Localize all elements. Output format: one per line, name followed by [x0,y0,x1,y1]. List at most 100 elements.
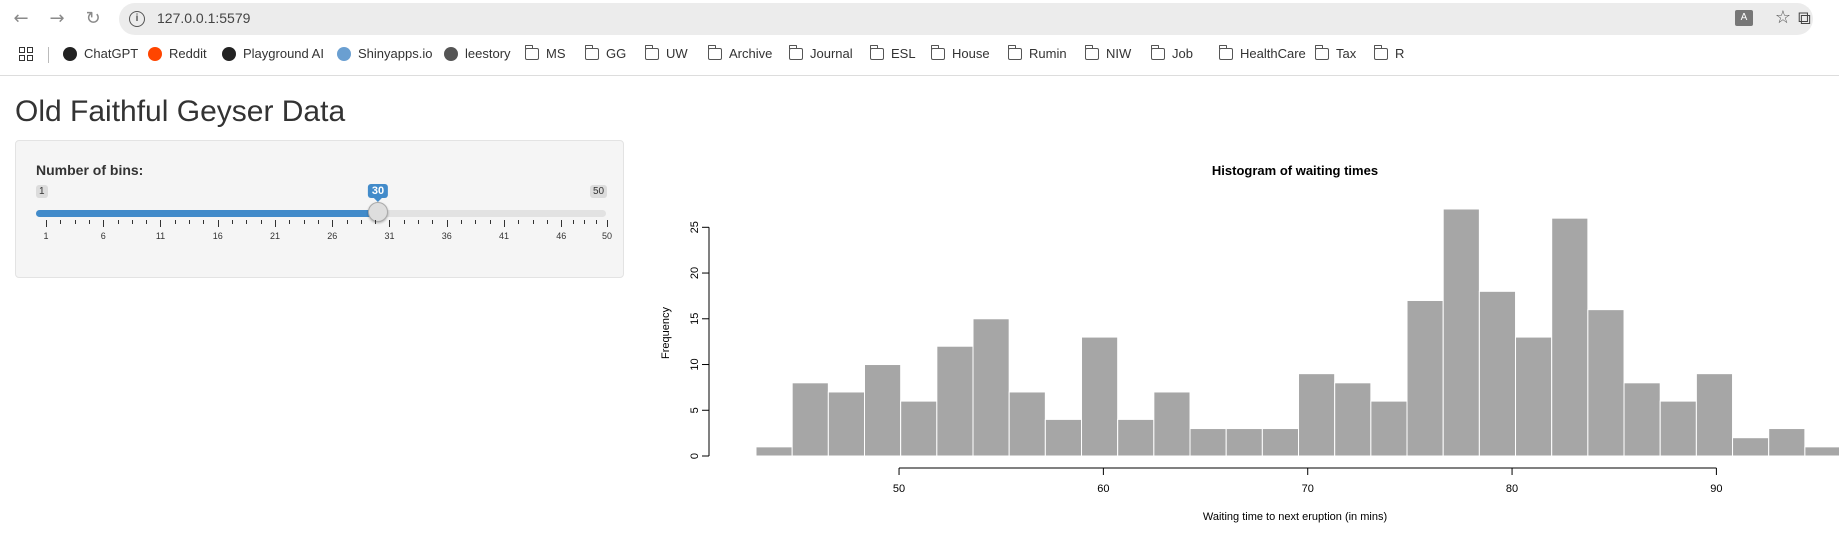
slider-tick-label: 50 [601,231,613,241]
bookmark-job[interactable]: Job [1151,44,1193,61]
histogram-bar [900,400,938,457]
slider-minor-tick [232,220,234,224]
histogram-bar [1551,217,1589,457]
slider-major-tick [160,220,162,227]
slider-major-tick [446,220,448,227]
slider-minor-tick [546,220,548,224]
slider-minor-tick [117,220,119,224]
back-icon[interactable]: ← [13,8,29,29]
histogram-bar [1732,437,1770,457]
y-tick-label: 25 [689,221,701,233]
histogram-bar [1261,428,1300,457]
histogram-bar [1442,208,1480,457]
bookmark-label: Tax [1336,46,1357,61]
folder-icon [708,44,722,60]
slider-major-tick [103,220,105,227]
slider-minor-tick [518,220,520,224]
slider-major-tick [607,220,608,227]
histogram-bar [1515,336,1553,457]
slider-minor-tick [346,220,348,224]
bookmark-uw[interactable]: UW [645,44,688,61]
bookmark-label: Journal [810,46,853,61]
slider-minor-tick [584,220,586,224]
histogram-bar [1659,400,1697,457]
slider-minor-tick [189,220,191,224]
slider-major-tick [561,220,563,227]
histogram-bar [972,318,1010,457]
histogram-bar [1225,428,1263,457]
histogram-bar [791,382,829,457]
bookmark-rumin[interactable]: Rumin [1008,44,1067,61]
slider-minor-tick [88,220,90,224]
slider-minor-tick [203,220,205,224]
histogram-bar [1804,446,1839,457]
site-info-icon[interactable]: i [129,11,145,27]
slider-minor-tick [317,220,319,224]
translate-icon[interactable]: A [1735,10,1753,26]
histogram-bar [1298,373,1336,457]
forward-icon[interactable]: → [49,8,65,29]
slider-tick-label: 26 [327,231,338,241]
bookmark-label: Archive [729,46,773,61]
bookmark-journal[interactable]: Journal [789,44,853,61]
apps-grid-icon[interactable] [19,47,33,61]
slider-label: Number of bins: [36,162,144,178]
slider-minor-tick [532,220,534,224]
bookmark-label: Playground AI [243,46,324,61]
slider-handle[interactable] [368,202,389,222]
bookmark-playground-ai[interactable]: Playground AI [222,46,324,61]
bookmark-label: leestory [465,46,511,61]
histogram-bar [1153,391,1191,457]
shinyapps-icon [337,46,351,61]
bookmark-ms[interactable]: MS [525,44,566,61]
reload-icon[interactable]: ↻ [85,8,101,29]
bookmark-reddit[interactable]: Reddit [148,46,207,61]
url-text[interactable]: 127.0.0.1:5579 [157,10,251,26]
bookmark-shinyapps-io[interactable]: Shinyapps.io [337,46,432,61]
x-axis-label: Waiting time to next eruption (in mins) [1203,511,1387,523]
chart-title: Histogram of waiting times [1212,163,1378,178]
slider-minor-tick [475,220,477,224]
extensions-icon[interactable]: ⧉ [1798,8,1811,29]
bookmark-healthcare[interactable]: HealthCare [1219,44,1306,61]
slider-minor-tick [572,220,574,224]
bookmark-label: R [1395,46,1405,61]
bookmark-gg[interactable]: GG [585,44,627,61]
bookmark-house[interactable]: House [931,44,990,61]
histogram-bar [936,345,974,457]
bookmark-archive[interactable]: Archive [708,44,773,61]
bookmark-label: UW [666,46,688,61]
bookmark-esl[interactable]: ESL [870,44,916,61]
chatgpt-icon [63,46,77,61]
reddit-icon [148,46,162,61]
histogram-bar [1008,391,1046,457]
x-tick-label: 60 [1097,483,1109,495]
bookmark-star-icon[interactable]: ☆ [1774,7,1791,28]
bookmark-chatgpt[interactable]: ChatGPT [63,46,138,61]
bookmark-label: House [952,46,990,61]
histogram-bar [1117,418,1155,457]
folder-icon [789,44,803,60]
bookmark-niw[interactable]: NIW [1085,44,1131,61]
slider-fill [36,210,379,217]
y-tick-label: 0 [689,453,701,459]
folder-icon [1219,44,1233,60]
histogram-bar [1189,428,1227,457]
histogram-bar [1478,290,1517,457]
bookmark-tax[interactable]: Tax [1315,44,1357,61]
bookmark-leestory[interactable]: leestory [444,46,511,61]
bookmarks-separator [48,47,49,63]
bookmark-label: Reddit [169,46,207,61]
folder-icon [931,44,945,60]
histogram-bar [827,391,866,457]
x-tick-label: 90 [1710,483,1722,495]
slider-value-label: 30 [367,184,389,202]
toolbar-divider [0,75,1839,76]
bookmark-label: GG [606,46,627,61]
y-tick-label: 20 [689,267,701,279]
slider-minor-tick [403,220,405,224]
slider-max-label: 50 [590,185,608,198]
bookmark-r[interactable]: R [1374,44,1405,61]
slider-tick-label: 16 [212,231,223,241]
address-bar[interactable]: i 127.0.0.1:5579 A ☆ [119,3,1813,35]
